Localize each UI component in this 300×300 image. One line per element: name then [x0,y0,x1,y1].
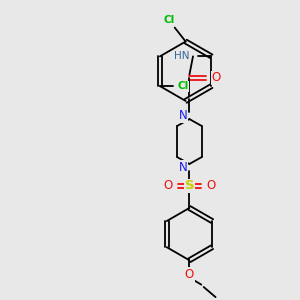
Text: N: N [178,161,187,174]
Text: S: S [184,179,194,193]
Text: O: O [164,179,172,193]
Text: Cl: Cl [163,15,174,25]
Text: HN: HN [174,51,189,62]
Text: O: O [185,268,194,281]
Text: O: O [206,179,215,193]
Text: O: O [212,71,221,84]
Text: N: N [178,109,187,122]
Text: Cl: Cl [177,81,188,91]
